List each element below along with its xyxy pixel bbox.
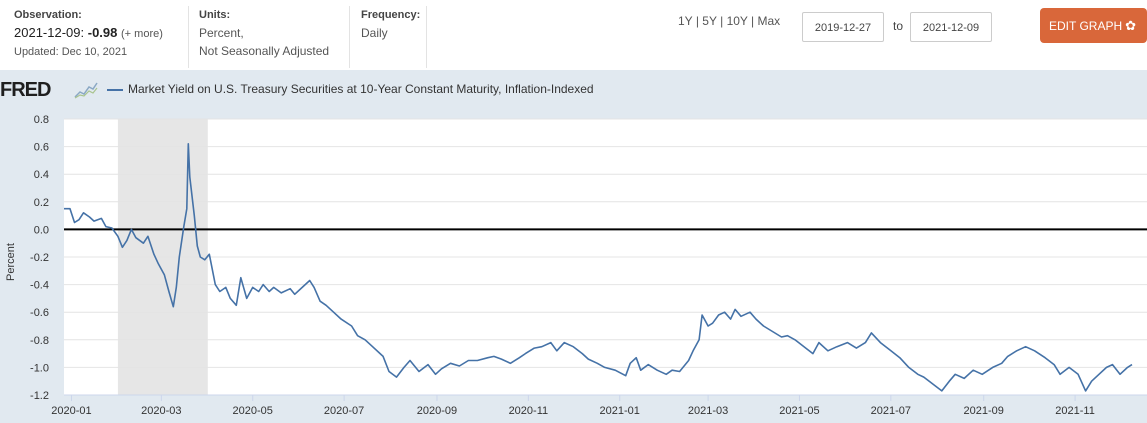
y-tick-label: 0.6 [34,142,49,154]
divider [188,6,189,68]
edit-graph-button[interactable]: EDIT GRAPH ✿ [1040,8,1147,43]
range-separator: | [695,14,699,28]
units-value-1: Percent, [199,26,244,40]
x-tick-label: 2021-01 [600,405,640,417]
range-buttons: 1Y | 5Y | 10Y | Max [678,14,780,28]
x-tick-label: 2021-11 [1055,405,1095,417]
x-tick-label: 2020-07 [324,405,364,417]
y-tick-label: -1.2 [30,390,49,402]
gear-icon: ✿ [1125,18,1137,33]
units-label: Units: [199,9,231,21]
range-separator: | [720,14,724,28]
range-1y-button[interactable]: 1Y [678,14,693,28]
range-separator: | [751,14,755,28]
x-tick-label: 2021-05 [779,405,819,417]
x-tick-label: 2020-09 [417,405,457,417]
series-line [64,143,1133,392]
observation-block: Observation: 2021-12-09: -0.98 (+ more) … [14,6,163,61]
x-tick-label: 2020-11 [509,405,549,417]
observation-label: Observation: [14,9,82,21]
divider [426,6,427,68]
y-tick-label: 0.2 [34,197,49,209]
start-date-input[interactable]: 2019-12-27 [802,12,884,42]
y-tick-label: -0.2 [30,252,49,264]
y-tick-label: -0.4 [30,280,49,292]
range-max-button[interactable]: Max [757,14,781,28]
y-tick-label: 0.8 [34,114,49,126]
legend-swatch [107,89,123,91]
end-date-input[interactable]: 2021-12-09 [910,12,992,42]
frequency-block: Frequency: Daily [361,6,420,42]
legend-label: Market Yield on U.S. Treasury Securities… [128,82,594,96]
fred-chart-logo-icon [74,81,98,99]
x-tick-label: 2021-07 [871,405,911,417]
fred-logo: FRED [0,79,51,101]
y-tick-label: -0.6 [30,307,49,319]
y-tick-label: -0.8 [30,335,49,347]
x-tick-label: 2020-03 [141,405,181,417]
y-tick-label: 0.0 [34,224,49,236]
observation-value: -0.98 [87,25,118,40]
x-tick-label: 2020-01 [51,405,91,417]
x-tick-label: 2020-05 [233,405,273,417]
y-axis-label: Percent [4,243,17,281]
header-bar: Observation: 2021-12-09: -0.98 (+ more) … [0,0,1147,70]
y-tick-label: 0.4 [34,169,49,181]
x-tick-label: 2021-09 [964,405,1004,417]
range-10y-button[interactable]: 10Y [726,14,748,28]
date-to-label: to [893,19,904,33]
y-tick-label: -1.0 [30,362,49,374]
x-tick-label: 2021-03 [688,405,728,417]
updated-date: Updated: Dec 10, 2021 [14,46,128,58]
divider [349,6,350,68]
observation-more-link[interactable]: (+ more) [121,28,163,40]
range-5y-button[interactable]: 5Y [702,14,717,28]
edit-graph-label: EDIT GRAPH [1049,19,1123,33]
observation-date: 2021-12-09: [14,25,85,40]
frequency-value: Daily [361,26,388,40]
units-block: Units: Percent, Not Seasonally Adjusted [199,6,329,60]
units-value-2: Not Seasonally Adjusted [199,44,330,58]
frequency-label: Frequency: [361,9,421,21]
